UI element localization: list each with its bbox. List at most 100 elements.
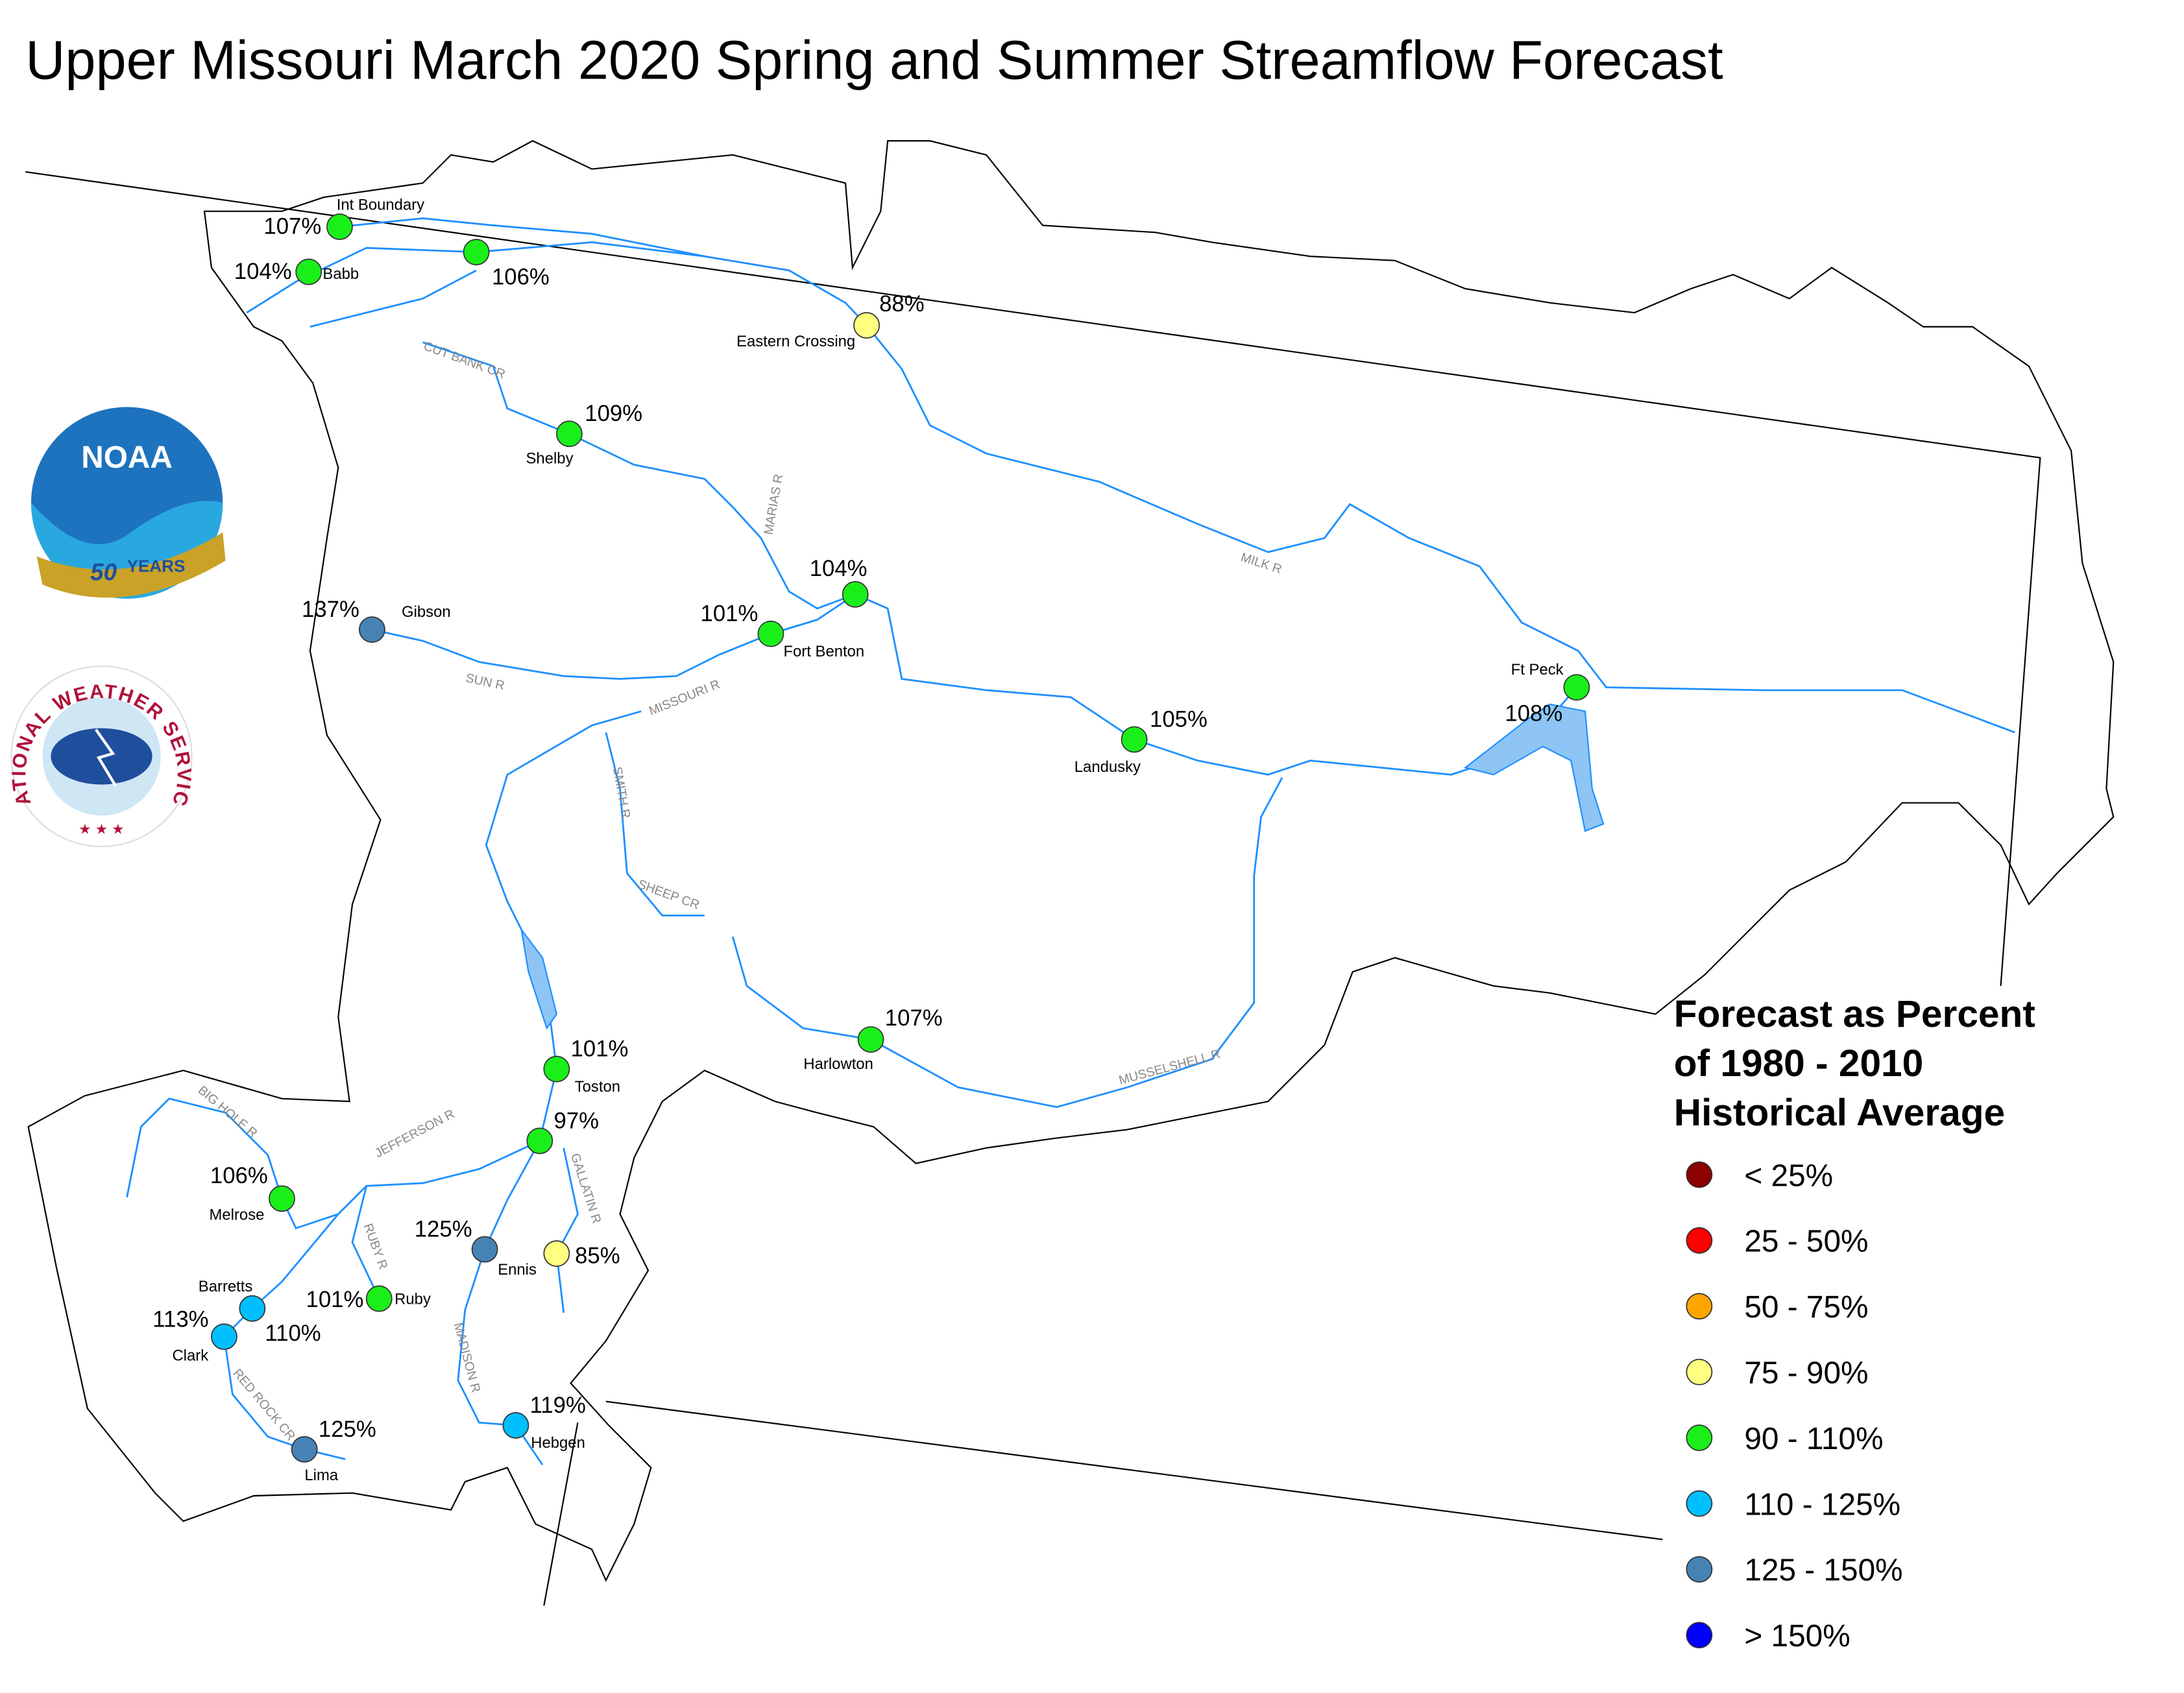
legend-label: 110 - 125% (1744, 1487, 1900, 1522)
noaa-logo: NOAA 50 YEARS (30, 407, 226, 599)
station-percent: 104% (234, 259, 292, 284)
station-marker (842, 581, 869, 608)
station: Int Boundary 107% (263, 197, 424, 241)
station-marker (857, 1026, 884, 1053)
reservoir (1463, 703, 1605, 832)
station-name: Ruby (394, 1291, 431, 1308)
station: Toston 101% (543, 1037, 629, 1096)
legend-swatch (1686, 1424, 1713, 1451)
river (605, 732, 705, 917)
station-percent: 106% (492, 265, 550, 290)
noaa-ribbon (36, 532, 226, 598)
river (309, 269, 477, 328)
station-marker (757, 620, 784, 647)
legend-label: 25 - 50% (1744, 1225, 1868, 1259)
station-marker (543, 1055, 570, 1083)
river (339, 217, 705, 258)
station-name: Fort Benton (783, 643, 864, 660)
station: 97% (526, 1109, 600, 1155)
station-marker (1121, 726, 1148, 753)
station-name: Harlowton (803, 1055, 873, 1073)
station-marker (291, 1435, 318, 1463)
legend-swatch (1686, 1622, 1713, 1649)
basin-outline (27, 139, 2115, 1582)
station-marker (1563, 674, 1590, 701)
station-name: Int Boundary (337, 197, 424, 214)
map-title: Upper Missouri March 2020 Spring and Sum… (25, 29, 1723, 91)
station: Gibson 137% (302, 597, 451, 643)
station-marker (853, 312, 880, 339)
station: Ruby 101% (306, 1285, 431, 1312)
station: Clark 113% (152, 1307, 237, 1365)
river (372, 593, 1578, 776)
nws-stars: ★ ★ ★ (79, 821, 124, 837)
station: Lima 125% (291, 1417, 376, 1484)
rivers (126, 217, 2015, 1466)
station-percent: 137% (302, 597, 359, 622)
station: Ennis 125% (415, 1217, 537, 1279)
station-percent: 110% (265, 1321, 321, 1346)
station-name: Lima (304, 1467, 338, 1484)
station-percent: 125% (415, 1217, 472, 1242)
station: Fort Benton 101% (701, 602, 865, 660)
station-percent: 101% (571, 1037, 629, 1062)
noaa-years-word: YEARS (127, 557, 186, 576)
station-name: Ennis (498, 1261, 537, 1279)
station: Landusky 105% (1074, 707, 1207, 775)
station-percent: 109% (585, 402, 642, 426)
station-name: Clark (172, 1347, 208, 1365)
station-percent: 85% (575, 1244, 620, 1269)
station-percent: 88% (879, 292, 925, 317)
legend-label: 90 - 110% (1744, 1422, 1883, 1456)
station-name: Melrose (210, 1206, 265, 1223)
station-percent: 97% (554, 1109, 600, 1133)
state-line (543, 1422, 579, 1606)
station-marker (295, 258, 322, 285)
noaa-years-number: 50 (90, 559, 117, 586)
station: 85% (543, 1240, 620, 1269)
river (866, 324, 2015, 734)
stations: Int Boundary 107% Babb 104% 106% Eastern Cros… (152, 197, 1590, 1484)
legend-label: < 25% (1744, 1159, 1833, 1193)
station: Harlowton 107% (803, 1006, 942, 1073)
station-marker (269, 1185, 295, 1212)
river (351, 1185, 380, 1299)
station-marker (326, 213, 353, 241)
legend-label: > 150% (1744, 1619, 1850, 1653)
station-percent: 101% (701, 602, 758, 627)
legend-swatch (1686, 1358, 1713, 1386)
station-name: Babb (322, 265, 359, 283)
river (485, 710, 642, 1142)
river (422, 341, 856, 610)
legend-title: Historical Average (1674, 1092, 2005, 1134)
noaa-text: NOAA (81, 440, 173, 475)
state-line (605, 1400, 1663, 1541)
station-marker (502, 1412, 529, 1439)
station-percent: 104% (810, 557, 868, 581)
legend-label: 75 - 90% (1744, 1356, 1868, 1391)
station-marker (359, 616, 385, 643)
station-name: Landusky (1074, 758, 1141, 776)
nws-bolt (95, 728, 117, 787)
station-name: Barretts (199, 1278, 253, 1295)
station-percent: 125% (319, 1417, 376, 1442)
station: Ft Peck 108% (1505, 661, 1590, 726)
legend-swatch (1686, 1555, 1713, 1583)
station-marker (211, 1323, 237, 1351)
station: Melrose 106% (210, 1164, 295, 1223)
station-percent: 107% (263, 214, 321, 239)
station-percent: 113% (152, 1307, 208, 1332)
station-percent: 107% (885, 1006, 943, 1031)
station-percent: 119% (530, 1393, 586, 1418)
state-line (25, 171, 2041, 987)
river (126, 1098, 540, 1230)
station-marker (239, 1295, 266, 1322)
station-name: Toston (575, 1078, 620, 1096)
station: Babb 104% (234, 258, 359, 285)
station: Shelby 109% (526, 402, 643, 467)
station-percent: 106% (210, 1164, 268, 1188)
station: Hebgen 119% (502, 1393, 586, 1452)
station: Barretts 110% (199, 1278, 321, 1346)
station-marker (471, 1236, 498, 1263)
